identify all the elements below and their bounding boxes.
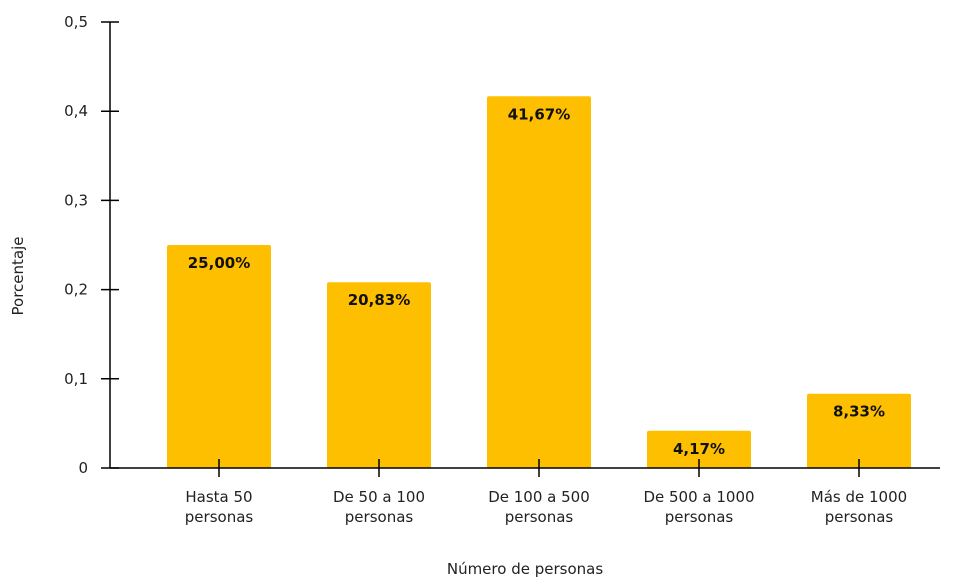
x-tick-label: personas bbox=[345, 508, 414, 526]
y-tick-label: 0 bbox=[78, 459, 88, 477]
x-tick-label: Hasta 50 bbox=[185, 488, 252, 506]
y-tick-label: 0,5 bbox=[64, 13, 88, 31]
bar-data-label: 25,00% bbox=[188, 254, 250, 272]
bars-group: 25,00% 20,83% 41,67% 4,17% 8,33% bbox=[167, 96, 911, 469]
bar bbox=[327, 282, 431, 468]
bar bbox=[167, 245, 271, 468]
bar-data-label: 41,67% bbox=[508, 105, 570, 123]
x-tick-label: De 500 a 1000 bbox=[643, 488, 754, 506]
x-tick-label: De 100 a 500 bbox=[488, 488, 590, 506]
x-tick-label: personas bbox=[505, 508, 574, 526]
bar-data-label: 4,17% bbox=[673, 440, 725, 458]
bar bbox=[807, 393, 911, 468]
y-tick-label: 0,1 bbox=[64, 370, 88, 388]
x-tick-label: personas bbox=[665, 508, 734, 526]
x-tick-label: Más de 1000 bbox=[811, 488, 907, 506]
bar-data-label: 20,83% bbox=[348, 291, 410, 309]
x-tick-label: De 50 a 100 bbox=[333, 488, 425, 506]
x-axis-title: Número de personas bbox=[447, 560, 603, 578]
bar-data-label: 8,33% bbox=[833, 403, 885, 421]
bar bbox=[647, 430, 751, 468]
y-tick-label: 0,2 bbox=[64, 281, 88, 299]
axes-group bbox=[109, 22, 940, 469]
x-ticks-group: Hasta 50 personas De 50 a 100 personas De 10… bbox=[185, 459, 907, 526]
y-axis-title: Porcentaje bbox=[9, 237, 27, 316]
x-tick-label: personas bbox=[185, 508, 254, 526]
y-tick-label: 0,4 bbox=[64, 102, 88, 120]
y-ticks-group: 0 0,1 0,2 0,3 0,4 0,5 bbox=[64, 13, 119, 477]
bar bbox=[487, 96, 591, 469]
x-tick-label: personas bbox=[825, 508, 894, 526]
y-tick-label: 0,3 bbox=[64, 191, 88, 209]
